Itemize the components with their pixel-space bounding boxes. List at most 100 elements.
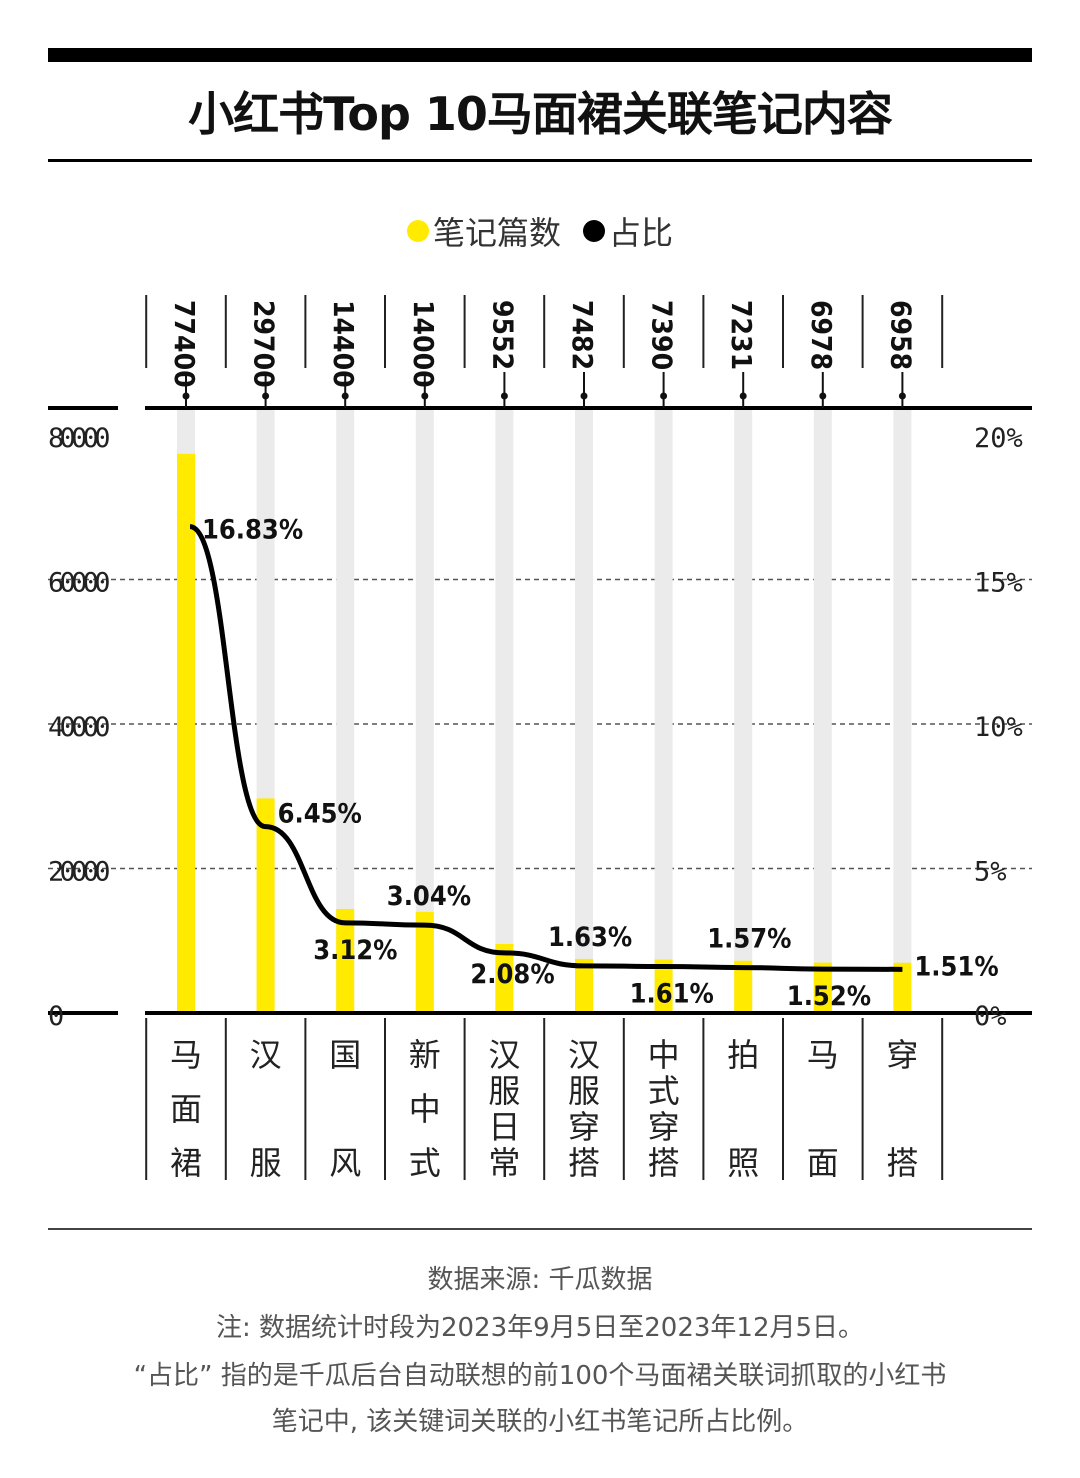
category-label-char: 中: [409, 1090, 441, 1128]
category-label-char: 搭: [568, 1144, 600, 1182]
legend-label-share: 占比: [609, 214, 674, 252]
bar-track: [734, 408, 753, 1013]
category-label-char: 穿: [568, 1108, 600, 1146]
legend: 笔记篇数 占比: [0, 206, 1080, 256]
category-label-char: 日: [488, 1108, 520, 1146]
category-label-char: 常: [488, 1144, 520, 1182]
category-label-char: 搭: [648, 1144, 680, 1182]
footer-desc-line2: 笔记中, 该关键词关联的小红书笔记所占比例。: [271, 1407, 809, 1437]
bar-track: [495, 408, 514, 1013]
category-label-char: 国: [329, 1036, 361, 1074]
bar-value-label: 7482: [566, 300, 599, 370]
share-label: 3.12%: [313, 935, 397, 966]
right-tick-label: 20%: [974, 423, 1023, 454]
left-tick-label: 0: [48, 1001, 64, 1032]
share-label: 1.61%: [630, 978, 714, 1009]
bar-line-chart: 0 20000 40000 60000 80000 0% 5% 10% 15% 20% 77400 2…: [48, 295, 1032, 1182]
category-label-char: 式: [648, 1072, 680, 1110]
bar-value-label: 14000: [407, 300, 440, 388]
value-pin-dot: [898, 392, 906, 400]
share-label: 2.08%: [470, 959, 554, 990]
bar-track: [415, 408, 434, 1013]
category-label-char: 面: [170, 1090, 202, 1128]
value-pin-dot: [580, 392, 588, 400]
category-label-char: 中: [648, 1036, 680, 1074]
footer-rule: [48, 1228, 1032, 1230]
value-pin-dot: [262, 392, 270, 400]
legend-item-count: 笔记篇数: [406, 208, 561, 254]
category-label-char: 风: [329, 1144, 361, 1182]
bar: [256, 798, 275, 1013]
bar: [495, 943, 514, 1013]
category-label-char: 面: [807, 1144, 839, 1182]
bar: [177, 453, 195, 1013]
bar-track: [813, 408, 832, 1013]
right-tick-label: 5%: [974, 857, 1007, 888]
share-label: 16.83%: [202, 515, 303, 546]
category-label-char: 服: [568, 1072, 600, 1110]
category-label-char: 服: [488, 1072, 520, 1110]
bar: [575, 958, 593, 1013]
bar-value-label: 14400: [327, 300, 360, 388]
value-pin-dot: [421, 392, 429, 400]
footer-desc-line1: “占比” 指的是千瓜后台自动联想的前100个马面裙关联词抓取的小红书: [133, 1361, 947, 1391]
category-label-char: 新: [409, 1036, 441, 1074]
bar-track: [893, 408, 912, 1013]
left-tick-label: 20000: [48, 857, 111, 888]
legend-swatch-count: [406, 220, 429, 242]
value-pin-dot: [500, 392, 508, 400]
bar: [336, 908, 355, 1013]
category-label-char: 照: [727, 1144, 759, 1182]
bar: [813, 962, 832, 1013]
title-rule: [48, 159, 1032, 162]
category-label-char: 汉: [488, 1036, 520, 1074]
right-tick-label: 0%: [974, 1001, 1007, 1032]
bar-track: [336, 408, 355, 1013]
legend-label-count: 笔记篇数: [432, 214, 561, 252]
value-pin-dot: [739, 392, 747, 400]
category-label-char: 马: [807, 1036, 839, 1074]
category-label-char: 搭: [886, 1144, 918, 1182]
bar: [654, 959, 673, 1013]
category-label-char: 汉: [568, 1036, 600, 1074]
bar-value-label: 6958: [884, 300, 917, 370]
bar: [734, 960, 753, 1013]
bar-track: [654, 408, 673, 1013]
share-label: 6.45%: [278, 799, 362, 830]
bar: [893, 962, 912, 1013]
value-pin-dot: [819, 392, 827, 400]
category-label-char: 拍: [727, 1036, 759, 1074]
left-tick-label: 40000: [48, 712, 111, 743]
category-label-char: 式: [409, 1144, 441, 1182]
left-tick-label: 60000: [48, 568, 111, 599]
bar-value-label: 7390: [646, 300, 679, 370]
bar-value-label: 6978: [805, 300, 838, 370]
bar: [415, 911, 434, 1013]
legend-swatch-share: [583, 220, 605, 242]
share-label: 1.57%: [707, 924, 791, 955]
category-label-char: 裙: [170, 1144, 202, 1182]
share-label: 3.04%: [387, 881, 471, 912]
share-label: 1.52%: [787, 981, 871, 1012]
category-label-char: 穿: [648, 1108, 680, 1146]
share-line: [189, 524, 903, 972]
legend-item-share: 占比: [583, 208, 673, 254]
category-label-char: 服: [250, 1144, 282, 1182]
category-label-char: 穿: [886, 1036, 918, 1074]
bar-value-label: 7231: [725, 300, 758, 370]
value-pin-dot: [660, 392, 668, 400]
footer-note: 注: 数据统计时段为2023年9月5日至2023年12月5日。: [215, 1313, 865, 1343]
value-pin-dot: [341, 392, 349, 400]
bar-track: [575, 408, 593, 1013]
top-bar: [48, 48, 1032, 62]
left-tick-label: 80000: [48, 423, 111, 454]
page-title: 小红书Top 10马面裙关联笔记内容: [188, 87, 893, 141]
bar-value-label: 9552: [486, 300, 519, 370]
share-label: 1.51%: [914, 951, 998, 982]
bar-value-label: 77400: [168, 300, 201, 388]
right-tick-label: 15%: [974, 568, 1023, 599]
category-label-char: 汉: [250, 1036, 282, 1074]
right-tick-label: 10%: [974, 712, 1023, 743]
category-label-char: 马: [170, 1036, 202, 1074]
